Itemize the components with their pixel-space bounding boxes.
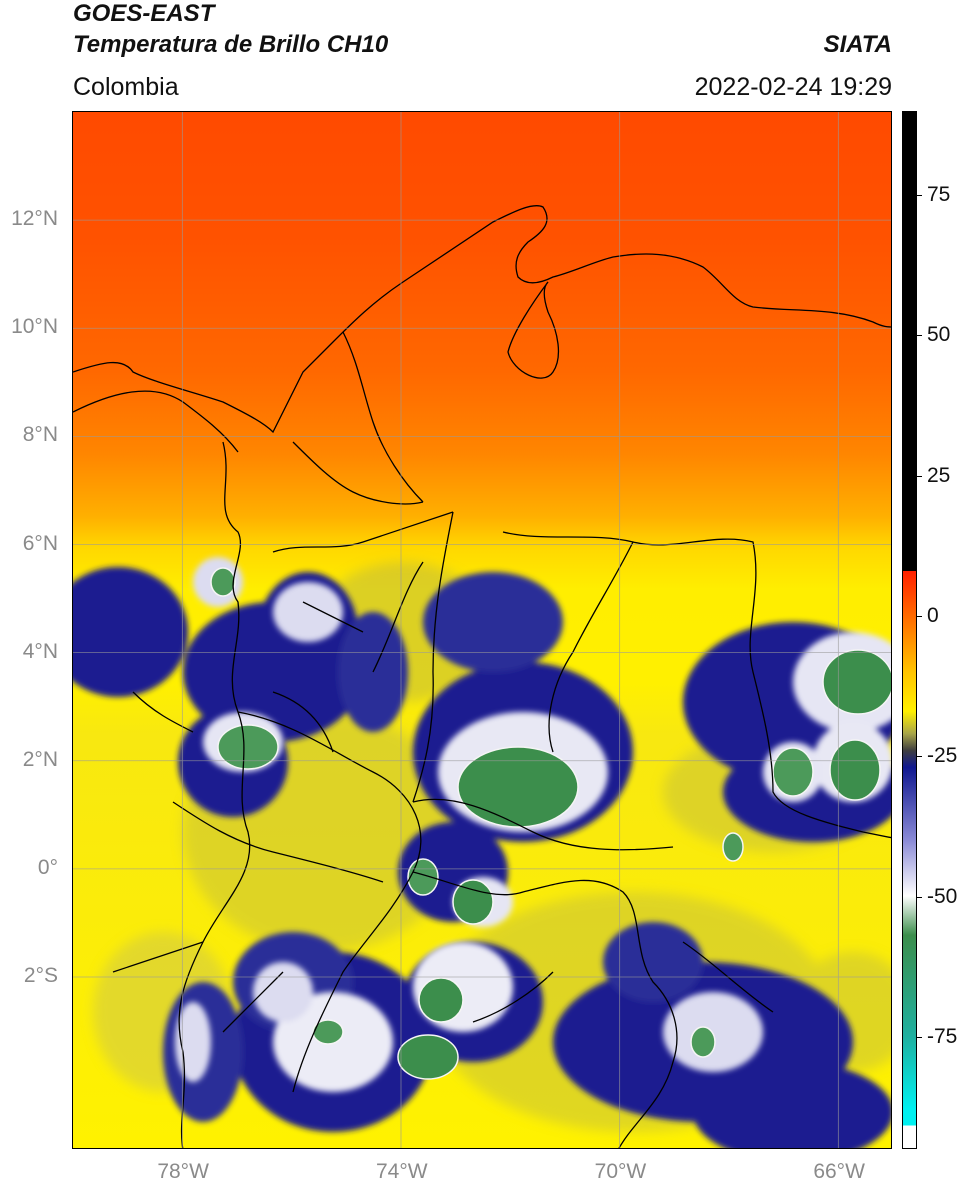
lat-tick-label: 12°N xyxy=(11,207,58,231)
colorbar-tick-mark xyxy=(917,756,922,758)
brightness-temperature-map xyxy=(73,112,891,1148)
colorbar-tick-mark xyxy=(917,475,922,477)
timestamp-label: 2022-02-24 19:29 xyxy=(694,73,892,101)
lat-tick-label: 6°N xyxy=(22,531,58,555)
colorbar-tick-mark xyxy=(917,615,922,617)
lat-tick-label: 2°S xyxy=(23,964,58,987)
lon-tick-label: 70°W xyxy=(594,1160,647,1183)
colorbar-tick-label: -50 xyxy=(927,884,958,908)
map-panel xyxy=(72,111,892,1149)
colorbar-tick-label: -75 xyxy=(927,1024,958,1048)
colorbar-tick-label: 25 xyxy=(927,463,951,487)
source-label: SIATA xyxy=(823,31,892,58)
lat-tick-label: 8°N xyxy=(22,423,58,447)
title-product: Temperatura de Brillo CH10 xyxy=(73,31,389,58)
colorbar-tick-mark xyxy=(917,1036,922,1038)
lat-tick-label: 4°N xyxy=(22,639,58,663)
cloud-core-green-layer xyxy=(210,567,891,1080)
colorbar xyxy=(902,111,917,1149)
colorbar-tick-mark xyxy=(917,335,922,337)
lon-tick-label: 74°W xyxy=(376,1160,428,1183)
lat-tick-label: 0° xyxy=(37,855,58,879)
colorbar-tick-mark xyxy=(917,195,922,197)
lat-tick-label: 10°N xyxy=(11,315,58,339)
colorbar-tick-mark xyxy=(917,896,922,898)
lon-tick-label: 78°W xyxy=(157,1160,209,1183)
colorbar-tick-label: 0 xyxy=(927,603,939,627)
colorbar-tick-label: 50 xyxy=(927,323,951,347)
colorbar-tick-label: 75 xyxy=(927,183,951,207)
region-label: Colombia xyxy=(73,73,179,101)
gridlines xyxy=(73,112,891,1148)
lon-tick-label: 66°W xyxy=(813,1160,865,1183)
title-satellite: GOES-EAST xyxy=(73,0,215,27)
lat-tick-label: 2°N xyxy=(22,747,58,771)
colorbar-tick-label: -25 xyxy=(927,744,958,768)
